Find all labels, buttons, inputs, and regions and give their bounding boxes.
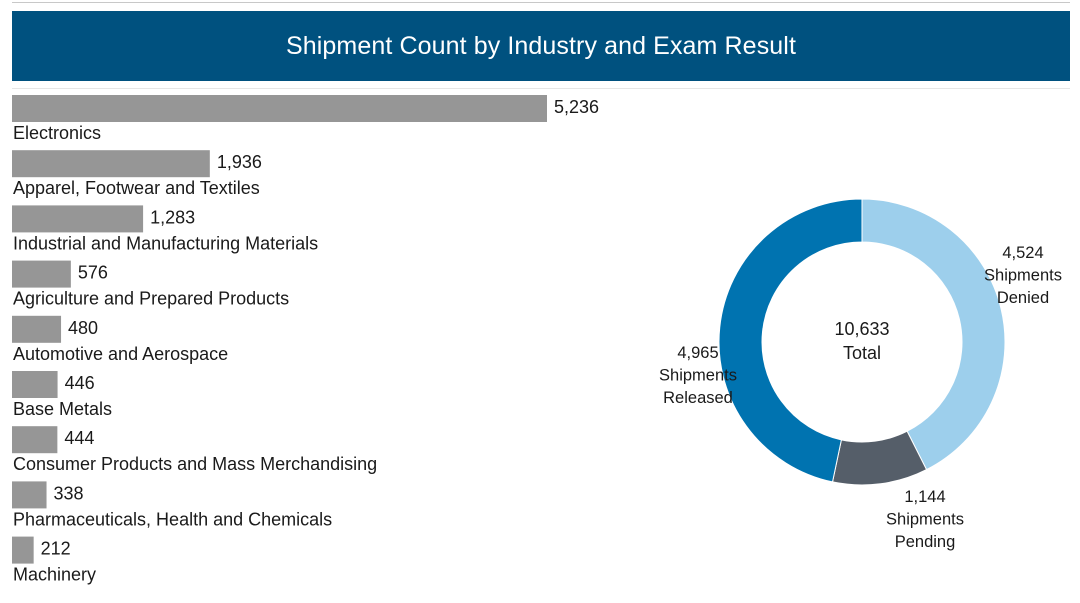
exam-result-donut: 4,524 Shipments Denied 1,144 Shipments Pendin… <box>659 198 1062 551</box>
top-divider <box>12 2 1070 3</box>
slice-label-line1: Shipments <box>984 267 1062 285</box>
bar-2 <box>12 150 210 178</box>
category-label: Electronics <box>13 123 101 143</box>
donut-slice-3 <box>718 198 863 483</box>
donut-slice-1 <box>861 198 1006 471</box>
slice-label-line2: Pending <box>895 533 956 551</box>
bar-value-label: 212 <box>41 539 71 559</box>
bar-5 <box>12 315 62 343</box>
bar-value-label: 576 <box>78 263 108 283</box>
bar-value-label: 480 <box>68 318 98 338</box>
category-label: Industrial and Manufacturing Materials <box>13 233 318 253</box>
category-label: Pharmaceuticals, Health and Chemicals <box>13 509 332 529</box>
slice-label-line2: Released <box>663 389 733 407</box>
bar-value-label: 338 <box>54 483 84 503</box>
bar-4 <box>12 260 71 288</box>
bar-value-label: 5,236 <box>554 97 599 117</box>
industry-bar-chart: 5,236 Electronics 1,936 Apparel, Footwear a… <box>12 95 599 585</box>
bar-7 <box>12 426 58 454</box>
slice-label-value-label: 1,144 <box>904 488 945 506</box>
donut-total-value: 10,633 <box>834 319 889 339</box>
bar-value-label: 446 <box>65 373 95 393</box>
bar-value-label: 444 <box>64 428 94 448</box>
bar-value-label: 1,283 <box>150 207 195 227</box>
bar-9 <box>12 536 34 564</box>
slice-label-line2: Denied <box>997 289 1049 307</box>
category-label: Apparel, Footwear and Textiles <box>13 178 260 198</box>
slice-label-line1: Shipments <box>886 511 964 529</box>
category-label: Automotive and Aerospace <box>13 344 228 364</box>
header-divider <box>12 88 1070 89</box>
bar-6 <box>12 371 58 398</box>
donut-total-label: Total <box>843 343 881 363</box>
bar-8 <box>12 481 47 509</box>
bar-3 <box>12 205 144 233</box>
category-label: Base Metals <box>13 399 112 419</box>
slice-label-line1: Shipments <box>659 367 737 385</box>
bar-1 <box>12 95 547 122</box>
category-label: Agriculture and Prepared Products <box>13 289 289 309</box>
chart-title: Shipment Count by Industry and Exam Resu… <box>285 31 796 60</box>
category-label: Machinery <box>13 565 96 585</box>
slice-label-value-label: 4,965 <box>677 344 718 362</box>
category-label: Consumer Products and Mass Merchandising <box>13 454 377 474</box>
chart-header: Shipment Count by Industry and Exam Resu… <box>12 11 1070 81</box>
bar-value-label: 1,936 <box>217 152 262 172</box>
slice-label-value-label: 4,524 <box>1002 244 1043 262</box>
